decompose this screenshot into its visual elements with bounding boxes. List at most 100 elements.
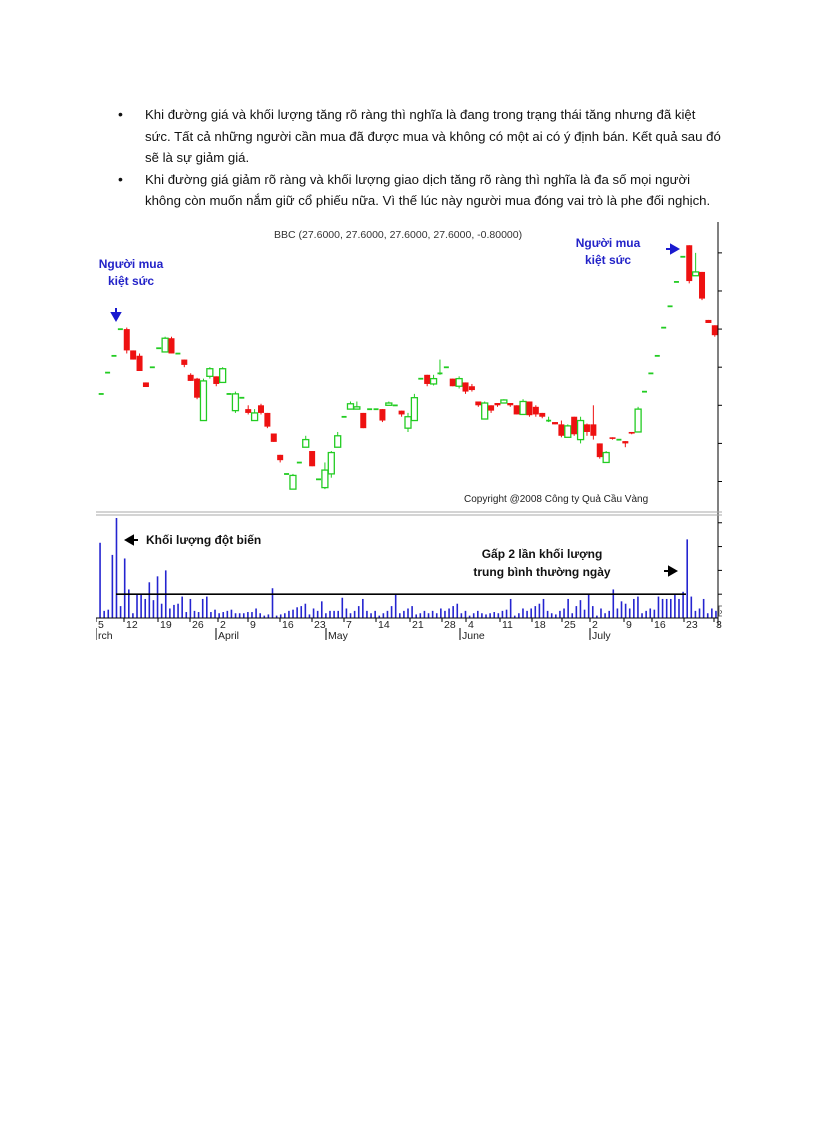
volume-unit-box — [718, 605, 722, 617]
candle-body — [443, 366, 449, 369]
candle — [105, 371, 111, 374]
candle-body — [187, 374, 194, 381]
time-tick-label: 12 — [126, 619, 138, 631]
candle-body — [609, 437, 616, 439]
candle-body — [661, 326, 667, 329]
candle — [226, 393, 232, 395]
candle — [622, 441, 629, 448]
candle-body — [462, 382, 469, 392]
annotation-exhausted-right-line2: kiệt sức — [585, 253, 631, 267]
candle-body — [552, 422, 559, 425]
time-tick-label: 23 — [686, 619, 698, 631]
candle-body — [532, 406, 539, 415]
candle — [455, 376, 463, 389]
arrow-down-icon — [110, 308, 122, 323]
candle-body — [519, 400, 527, 416]
candle-body — [321, 469, 329, 489]
candle — [111, 354, 117, 357]
candle-body — [353, 406, 361, 410]
candle-body — [564, 425, 572, 438]
candle-body — [346, 403, 355, 410]
stock-chart: 45505560657075100200300400x1000512192629… — [96, 222, 722, 647]
candle-body — [284, 473, 290, 475]
candle — [175, 352, 181, 355]
candle-body — [500, 399, 508, 404]
candle-body — [475, 401, 482, 406]
candle-body — [705, 319, 712, 323]
time-tick-label: 30 — [716, 619, 722, 631]
candle — [437, 359, 443, 375]
candle — [385, 401, 393, 406]
candle-body — [449, 378, 456, 387]
candle — [98, 393, 104, 395]
annotation-double-volume-line2: trung bình thường ngày — [473, 565, 611, 579]
candle — [327, 451, 335, 478]
candle — [539, 412, 546, 419]
time-tick-label: 7 — [346, 619, 352, 631]
candle — [199, 378, 208, 422]
candle-body — [264, 412, 271, 427]
candle — [404, 412, 412, 432]
candle — [462, 382, 469, 394]
candle — [353, 401, 361, 410]
candle — [616, 438, 622, 441]
time-tick-label: 26 — [192, 619, 204, 631]
candle-body — [379, 409, 386, 421]
candle-body — [602, 451, 610, 464]
time-tick-label: 5 — [98, 619, 104, 631]
candle — [289, 473, 297, 490]
candle — [519, 399, 527, 416]
candle — [648, 372, 654, 375]
candle-body — [622, 441, 629, 444]
candle-body — [111, 354, 117, 357]
candle-body — [206, 368, 214, 377]
candle — [558, 420, 565, 438]
annotation-exhausted-left-line2: kiệt sức — [108, 274, 154, 288]
candle — [532, 405, 539, 417]
candle — [187, 373, 194, 381]
candle — [654, 354, 660, 357]
candle-body — [199, 380, 208, 422]
time-tick-label: 23 — [314, 619, 326, 631]
candle — [302, 435, 310, 448]
candle-body — [546, 419, 552, 422]
candle-body — [334, 435, 342, 448]
arrow-right-icon — [666, 243, 681, 255]
candle-body — [226, 393, 232, 395]
candle-body — [289, 474, 297, 490]
candle — [194, 377, 201, 400]
candle-body — [699, 271, 706, 299]
candle-body — [488, 405, 495, 411]
candle-body — [654, 354, 660, 357]
candle-body — [616, 438, 622, 441]
candle-body — [175, 352, 181, 355]
candle — [507, 403, 514, 407]
candle — [181, 359, 188, 368]
candle-body — [341, 415, 347, 418]
candle — [680, 255, 686, 258]
candle-body — [105, 371, 111, 374]
candle-body — [296, 461, 302, 464]
candle — [398, 410, 405, 417]
candle — [583, 423, 590, 436]
candle-body — [680, 255, 686, 258]
candle — [564, 424, 572, 438]
candle — [136, 353, 143, 371]
candle — [149, 366, 155, 369]
chart-background — [96, 222, 722, 647]
candle — [571, 416, 578, 436]
candle — [449, 378, 456, 387]
candle-body — [161, 337, 169, 353]
candle — [673, 281, 679, 283]
candle-body — [583, 424, 590, 432]
candle — [245, 405, 252, 415]
candle — [686, 245, 693, 284]
time-tick-label: 9 — [250, 619, 256, 631]
candle — [270, 433, 277, 442]
candle-body — [277, 454, 284, 461]
candle — [552, 422, 559, 425]
candle — [379, 409, 386, 423]
candle-body — [385, 402, 393, 406]
candle-body — [576, 419, 585, 441]
volume-unit-label: x1000 — [720, 607, 722, 616]
